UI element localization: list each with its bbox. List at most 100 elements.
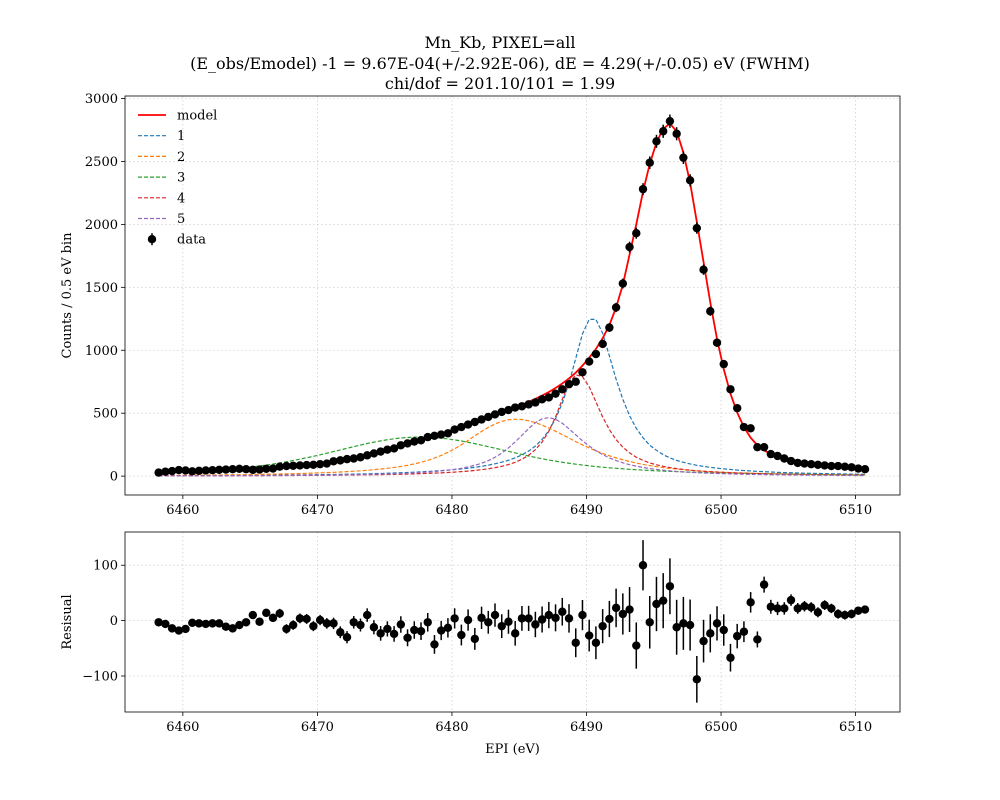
data-point	[537, 395, 547, 404]
data-point	[665, 116, 675, 126]
data-point	[652, 599, 661, 609]
data-point	[228, 464, 237, 474]
data-point	[376, 447, 385, 456]
data-point	[329, 619, 338, 628]
data-point	[336, 628, 345, 637]
data-point	[430, 640, 439, 649]
data-point	[712, 338, 722, 347]
data-point	[248, 465, 258, 475]
data-point	[167, 466, 177, 476]
data-point	[322, 619, 332, 628]
data-point	[302, 460, 311, 470]
data-point	[847, 609, 856, 619]
data-point	[484, 412, 493, 422]
data-point	[288, 620, 298, 630]
data-point	[288, 461, 298, 470]
data-point	[571, 638, 580, 647]
data-point	[497, 621, 506, 631]
data-point	[598, 621, 607, 631]
data-point	[854, 464, 863, 473]
data-point	[315, 615, 325, 625]
y-tick-label: 500	[93, 407, 118, 422]
data-point	[746, 424, 755, 433]
data-point	[544, 393, 554, 402]
title-line-1: Mn_Kb, PIXEL=all	[424, 33, 576, 52]
y-axis-label: Resisual	[60, 594, 75, 649]
data-point	[329, 457, 338, 466]
legend: model 1 2 3 4 5 data	[138, 109, 217, 248]
data-point	[463, 615, 473, 625]
data-point	[517, 402, 527, 411]
data-point	[403, 633, 412, 642]
legend-entry-1: 1	[138, 129, 185, 144]
main-plot-panel: 6460 6470 6480 6490 6500 6510 0 500 1000 1500 2000…	[60, 92, 901, 518]
x-tick-label: 6500	[705, 720, 738, 735]
data-point	[645, 618, 654, 627]
x-tick-label: 6480	[435, 503, 468, 518]
data-point	[699, 636, 708, 646]
data-point	[450, 614, 459, 623]
x-tick-label: 6470	[301, 720, 334, 735]
y-tick-label: 2000	[85, 218, 118, 233]
data-point	[167, 624, 177, 633]
data-point	[732, 403, 742, 413]
data-point	[806, 603, 816, 612]
data-point	[295, 614, 305, 623]
data-point	[571, 377, 580, 386]
series-4-line	[158, 374, 866, 477]
data-point	[578, 368, 587, 377]
data-point	[410, 625, 419, 635]
legend-entry-model: model	[138, 109, 217, 124]
data-point	[342, 454, 352, 464]
data-point	[706, 307, 715, 316]
x-tick-label: 6510	[839, 720, 872, 735]
data-point	[443, 429, 453, 438]
data-point	[221, 465, 231, 474]
x-tick-label: 6500	[705, 503, 738, 518]
data-point	[584, 357, 594, 366]
data-point	[618, 279, 628, 288]
data-point	[558, 385, 567, 394]
data-point	[201, 619, 210, 629]
data-point	[302, 614, 311, 624]
data-point	[813, 608, 823, 617]
data-point	[672, 623, 681, 632]
data-point	[255, 617, 264, 626]
data-point	[262, 608, 271, 618]
resid-grid	[125, 532, 900, 712]
data-point	[793, 604, 802, 613]
data-point	[786, 595, 796, 605]
legend-entry-3: 3	[138, 171, 185, 186]
data-point	[578, 610, 587, 620]
main-grid	[125, 96, 900, 495]
series-model-line	[158, 122, 866, 474]
data-point	[235, 464, 244, 474]
x-tick-label: 6490	[570, 503, 603, 518]
data-point	[161, 467, 170, 476]
data-point	[706, 629, 715, 638]
data-point	[450, 425, 459, 434]
main-plot-area	[154, 114, 870, 477]
data-point	[564, 380, 574, 389]
residual-plot-panel: 6460 6470 6480 6490 6500 6510 −100 0 100 Resisual…	[60, 531, 901, 757]
data-point	[457, 630, 466, 640]
series-5-line	[158, 416, 866, 477]
y-tick-label: 0	[110, 614, 118, 629]
data-point	[383, 624, 392, 634]
data-point	[645, 158, 654, 167]
data-point	[436, 626, 446, 635]
data-point	[766, 449, 776, 459]
data-point	[477, 415, 486, 424]
y-tick-label: 0	[110, 470, 118, 485]
data-point	[544, 610, 554, 620]
data-point	[753, 442, 762, 452]
main-frame	[124, 95, 901, 496]
data-point	[847, 463, 856, 472]
data-point	[369, 449, 379, 458]
data-point	[793, 458, 802, 468]
data-point	[484, 618, 493, 627]
data-point	[679, 153, 688, 162]
x-tick-label: 6490	[570, 720, 603, 735]
data-point	[154, 468, 163, 477]
data-point	[726, 653, 735, 662]
